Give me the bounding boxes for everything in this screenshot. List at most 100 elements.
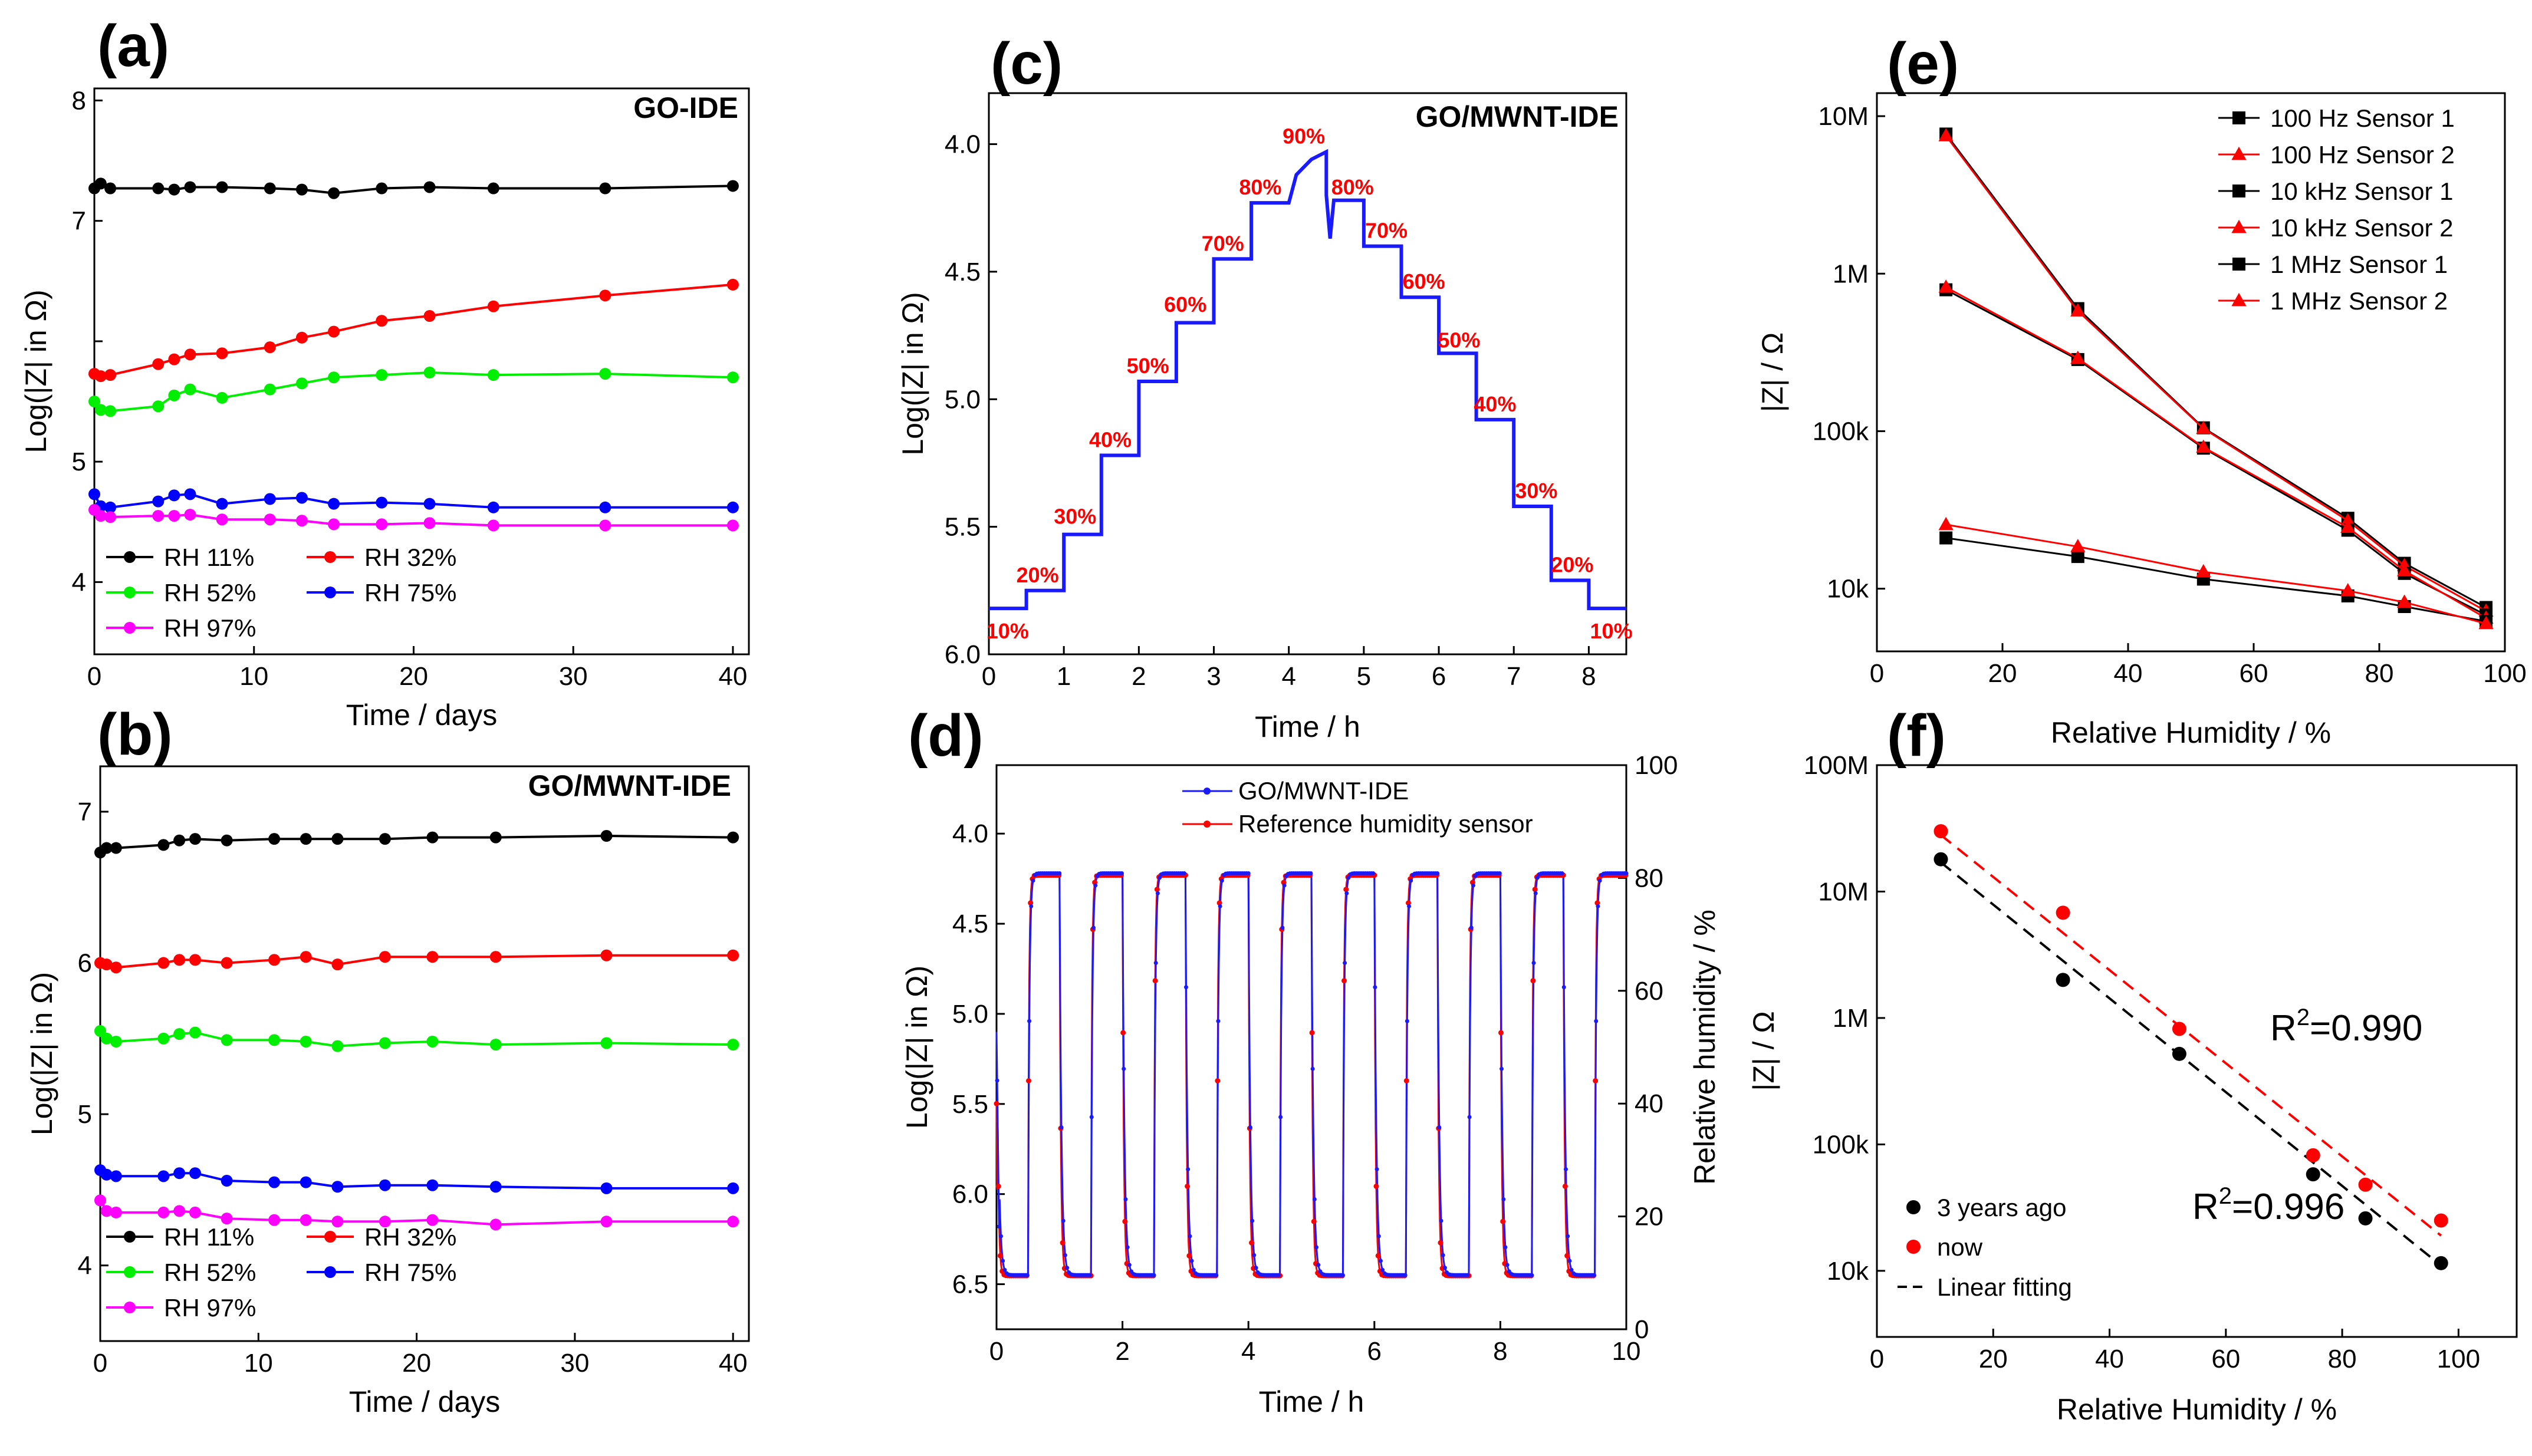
data-point [216, 513, 228, 526]
y-tick-label: 6.0 [945, 640, 981, 669]
data-point [100, 1032, 113, 1045]
data-point [328, 325, 340, 338]
series-line [94, 283, 734, 378]
data-point [600, 830, 613, 842]
data-point [1532, 887, 1538, 892]
data-point [1254, 1266, 1258, 1270]
r2-value: =0.990 [2310, 1008, 2422, 1049]
data-point [1025, 1078, 1031, 1083]
step-label: 70% [1202, 231, 1244, 255]
panel-label: (b) [97, 701, 173, 767]
y2-tick-label: 20 [1635, 1203, 1663, 1231]
data-point [376, 369, 388, 381]
plot-frame [988, 92, 1627, 655]
data-point [173, 954, 186, 966]
legend-marker [124, 1266, 136, 1278]
data-point [331, 1040, 344, 1052]
x-tick-label: 0 [93, 1349, 107, 1378]
legend-label: RH 11% [164, 543, 254, 571]
data-point [295, 492, 308, 504]
panel-annotation: GO/MWNT-IDE [528, 769, 731, 802]
legend-label: 3 years ago [1937, 1194, 2066, 1221]
data-point [1567, 1259, 1572, 1263]
legend-label: RH 11% [164, 1223, 254, 1251]
data-point [1341, 978, 1347, 984]
y-axis-label: Log(|Z| in Ω) [25, 972, 58, 1135]
data-point [300, 1176, 312, 1188]
data-point [1001, 1259, 1005, 1263]
data-point [1500, 1066, 1504, 1071]
step-label: 50% [1438, 328, 1480, 353]
data-point [1153, 961, 1158, 966]
data-point [104, 182, 117, 195]
y-axis-label: Log(|Z| in Ω) [19, 289, 52, 453]
data-point [1465, 1273, 1470, 1277]
data-point [1343, 961, 1347, 966]
data-point [998, 1234, 1003, 1238]
y2-tick-label: 40 [1635, 1089, 1663, 1118]
data-point [1186, 1253, 1192, 1259]
data-point [221, 834, 233, 846]
y-axis-label: |Z| / Ω [1747, 1011, 1780, 1091]
data-point [426, 951, 439, 963]
data-point [264, 341, 276, 354]
data-point [1218, 904, 1222, 908]
data-point [1002, 1267, 1007, 1272]
data-point [1497, 871, 1502, 875]
data-point [94, 177, 107, 190]
plot-frame [99, 765, 750, 1342]
data-point [104, 511, 117, 523]
data-point [423, 181, 436, 193]
data-point [152, 182, 165, 195]
data-point [727, 1182, 739, 1194]
panel-a: 0 10 20 30 40 4 5 7 8 (a) GO-IDE Time / days Log(|Z|… [19, 13, 750, 732]
y-tick-label: 5.5 [952, 1090, 988, 1119]
data-point [1308, 871, 1313, 875]
data-point [295, 377, 308, 390]
data-point [1596, 904, 1600, 908]
x-tick-label: 10 [1612, 1337, 1641, 1366]
data-point [1311, 1218, 1317, 1224]
data-point [2396, 594, 2412, 608]
legend-marker [324, 551, 336, 563]
data-point [1405, 1019, 1409, 1023]
x-axis-label: Time / days [346, 699, 498, 732]
data-point [1182, 871, 1186, 875]
series-line [1945, 135, 2487, 612]
panel-e: 0 20 40 60 80 100 10k 100k 1M 10M 100 Hz Sensor 1 1… [1756, 31, 2527, 749]
data-point [328, 518, 340, 531]
data-point [726, 501, 739, 513]
x-tick-label: 0 [1870, 1345, 1884, 1373]
data-point [1933, 852, 1948, 867]
panel-label: (f) [1887, 703, 1946, 769]
x-tick-label: 6 [1367, 1337, 1382, 1366]
x-tick-label: 20 [399, 662, 428, 691]
data-point [110, 1170, 122, 1182]
legend-label: RH 32% [364, 543, 456, 571]
data-point [157, 1170, 170, 1182]
data-point [997, 1224, 1001, 1229]
r2-annotation-old: R2=0.996 [2192, 1183, 2344, 1227]
data-point [110, 1035, 122, 1047]
data-point [104, 405, 117, 417]
x-tick-label: 0 [982, 662, 996, 691]
data-point [1344, 891, 1349, 895]
data-point [1186, 1167, 1191, 1172]
data-point [88, 488, 100, 500]
data-point [489, 1181, 502, 1193]
data-point [1059, 1125, 1064, 1129]
x-tick-label: 0 [1870, 659, 1884, 688]
data-point [1314, 1245, 1319, 1250]
data-point [489, 831, 502, 844]
legend-label: 10 kHz Sensor 2 [2270, 214, 2454, 242]
data-point [994, 1101, 999, 1106]
data-point [423, 310, 436, 322]
x-tick-label: 3 [1206, 662, 1221, 691]
legend-marker [2232, 111, 2245, 124]
data-point [599, 368, 611, 380]
data-point [152, 495, 165, 508]
data-point [1065, 1266, 1070, 1270]
data-point [100, 1168, 113, 1181]
y-tick-label: 4 [78, 1251, 92, 1280]
data-point [184, 488, 196, 500]
